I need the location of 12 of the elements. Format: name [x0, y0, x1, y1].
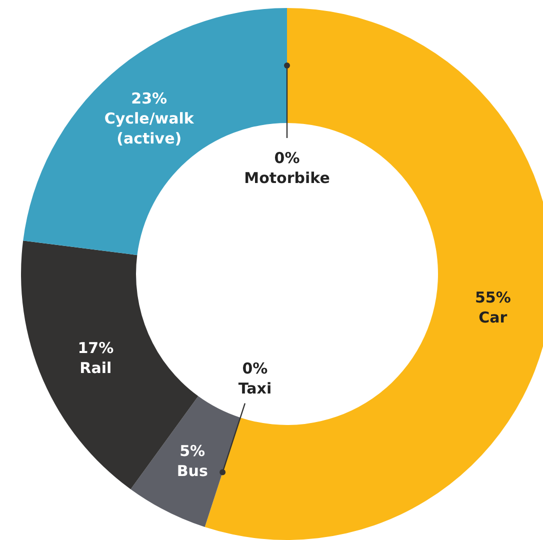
text: 0%: [274, 149, 300, 167]
data-label: 5%: [180, 442, 206, 460]
slice-label: Bus: [176, 462, 208, 480]
category-label: Taxi: [238, 379, 272, 398]
slice-label: Rail: [80, 358, 112, 377]
category-label: Motorbike: [244, 169, 330, 187]
slice-label: Car: [478, 308, 508, 327]
text: 0%: [242, 359, 268, 378]
slice-label: Cycle/walk (active): [104, 110, 195, 148]
data-label: 23%: [131, 90, 168, 108]
data-label: 17%: [78, 338, 114, 357]
data-label: 55%: [474, 288, 511, 307]
